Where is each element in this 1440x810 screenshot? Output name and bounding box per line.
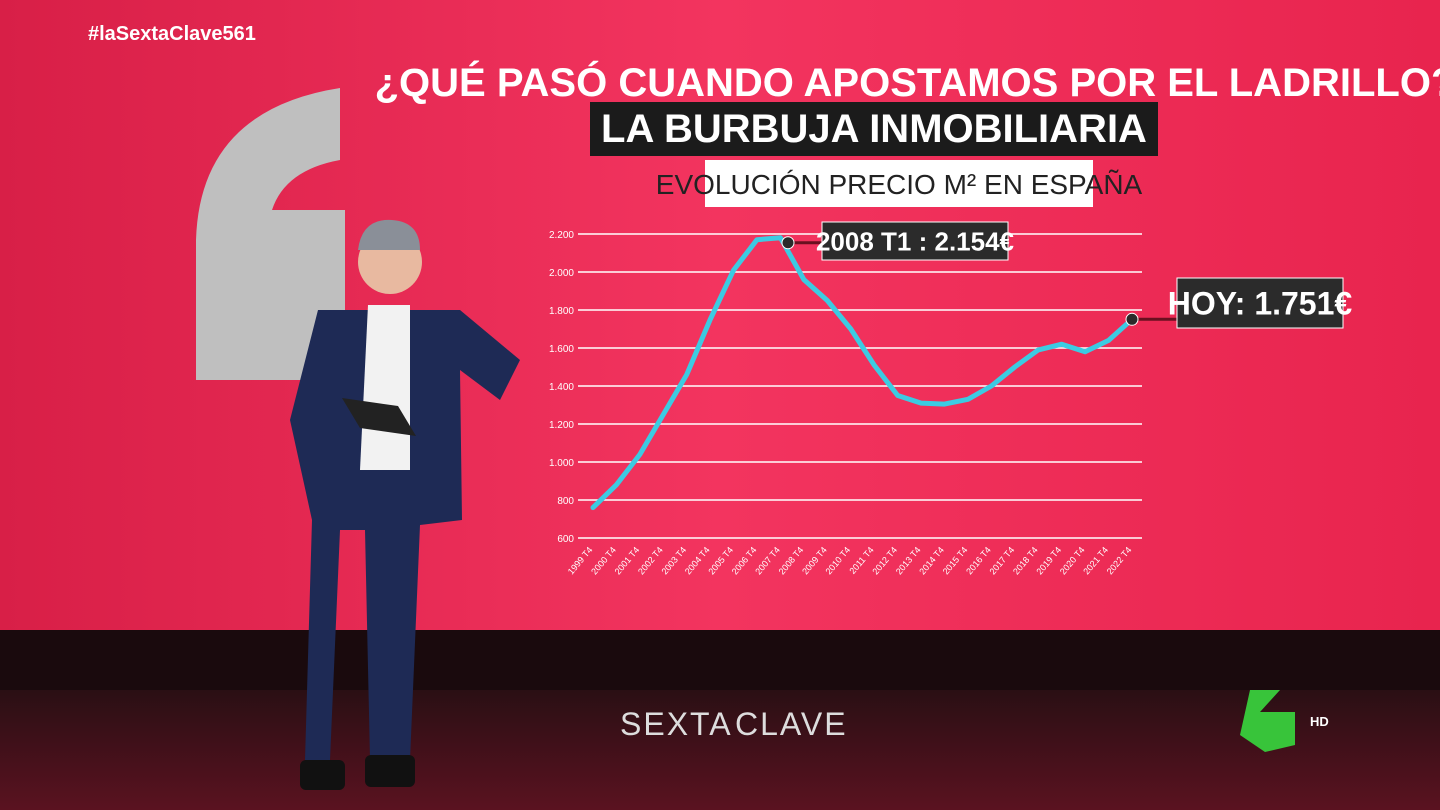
y-tick-label: 2.200 bbox=[549, 230, 574, 241]
logo-shape bbox=[196, 88, 345, 380]
y-tick-label: 800 bbox=[557, 496, 574, 507]
y-tick-label: 1.400 bbox=[549, 382, 574, 393]
y-tick-label: 1.600 bbox=[549, 344, 574, 355]
y-tick-label: 1.000 bbox=[549, 458, 574, 469]
y-tick-label: 1.800 bbox=[549, 306, 574, 317]
annotation-dot bbox=[781, 236, 795, 250]
annotation-label: HOY: 1.751€ bbox=[1168, 286, 1353, 322]
annotation-box bbox=[821, 221, 1009, 261]
logo-text: SEXTA bbox=[620, 706, 733, 742]
caption-box bbox=[705, 160, 1093, 207]
hd-badge: HD bbox=[1310, 714, 1329, 729]
y-tick-label: 2.000 bbox=[549, 268, 574, 279]
chart: 600 800 1.000 1.200 1.400 1.600 1.800 2.000 2.20… bbox=[549, 221, 1353, 576]
chart-subtitle: LA BURBUJA INMOBILIARIA bbox=[601, 107, 1147, 151]
hashtag: #laSextaClave561 bbox=[88, 23, 256, 45]
presenter bbox=[290, 219, 520, 790]
annotation-label: 2008 T1 : 2.154€ bbox=[816, 226, 1014, 256]
y-tick-label: 600 bbox=[557, 534, 574, 545]
chart-caption: EVOLUCIÓN PRECIO M² EN ESPAÑA bbox=[656, 169, 1143, 200]
subtitle-box bbox=[590, 102, 1158, 156]
annotation-box bbox=[1176, 277, 1344, 329]
y-tick-label: 1.200 bbox=[549, 420, 574, 431]
annotation-dot bbox=[1125, 312, 1139, 326]
stage-floor bbox=[0, 690, 1440, 810]
data-line bbox=[590, 235, 1135, 511]
channel-logo bbox=[1240, 690, 1295, 752]
chart-title: ¿QUÉ PASÓ CUANDO APOSTAMOS POR EL LADRIL… bbox=[375, 59, 1440, 105]
logo-text: CLAVE bbox=[735, 706, 848, 742]
wall-base bbox=[0, 630, 1440, 690]
